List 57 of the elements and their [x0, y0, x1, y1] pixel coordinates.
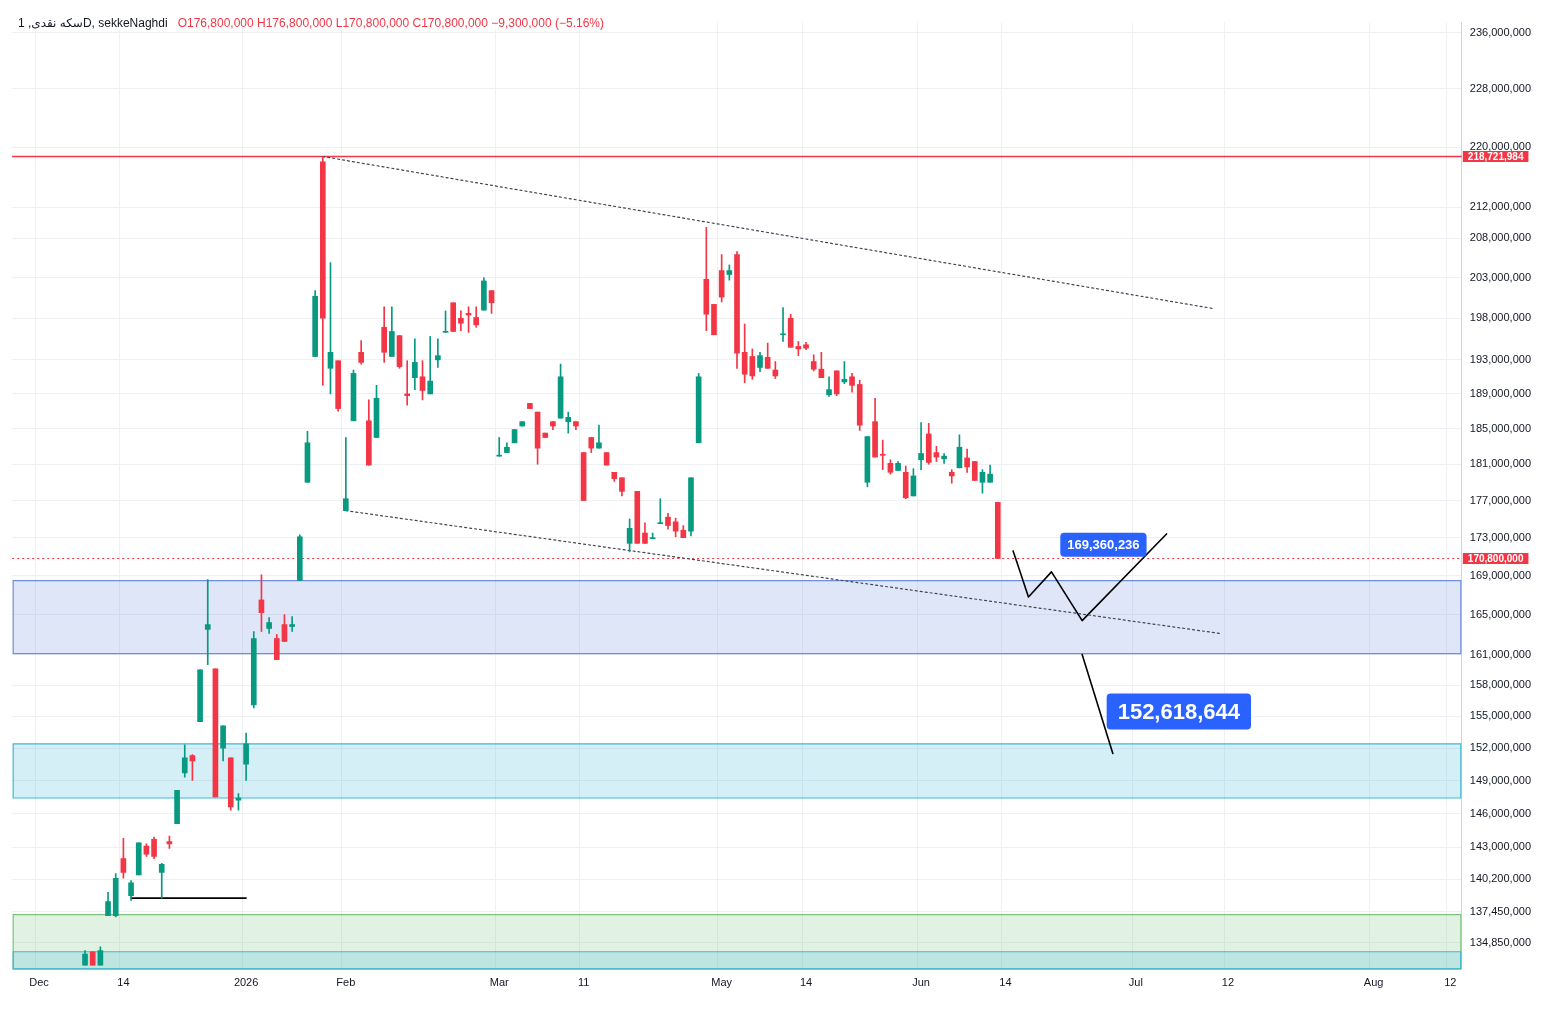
y-tick-label: 189,000,000 — [1469, 386, 1531, 399]
x-tick-label: Dec — [29, 976, 50, 989]
candlestick — [404, 360, 411, 406]
x-tick-label: 14 — [799, 976, 813, 989]
y-tick-label: 181,000,000 — [1469, 457, 1531, 470]
y-tick-label: 212,000,000 — [1469, 200, 1531, 213]
y-tick-label: 173,000,000 — [1469, 530, 1531, 543]
y-tick-label: 152,000,000 — [1469, 741, 1531, 754]
ref-line-label: 170,800,000 — [1467, 552, 1524, 564]
y-tick-label: 161,000,000 — [1469, 647, 1531, 660]
y-tick-label: 193,000,000 — [1469, 352, 1531, 365]
y-tick-label: 146,000,000 — [1469, 806, 1531, 819]
y-tick-label: 185,000,000 — [1469, 421, 1531, 434]
x-tick-label: Feb — [336, 976, 356, 989]
x-tick-label: Aug — [1363, 976, 1384, 989]
candlestick — [780, 307, 786, 342]
y-tick-label: 165,000,000 — [1469, 607, 1531, 620]
y-tick-label: 137,450,000 — [1469, 904, 1531, 917]
y-tick-label: 149,000,000 — [1469, 773, 1531, 786]
y-tick-label: 236,000,000 — [1469, 25, 1531, 38]
y-tick-label: 220,000,000 — [1469, 140, 1531, 153]
candlestick — [918, 422, 924, 470]
chart-title: سکه نقدی, 1D, sekkeNaghdi — [18, 16, 168, 30]
candlestick — [435, 338, 441, 368]
y-tick-label: 228,000,000 — [1469, 81, 1531, 94]
annotation: O176,800,000 H176,800,000 L170,800,000 C170,800,000 −9,300,000 (−5.16%) — [177, 16, 604, 30]
candlestick — [657, 498, 664, 524]
y-tick-label: 198,000,000 — [1469, 311, 1531, 324]
candlestick — [941, 453, 947, 464]
x-tick-label: 14 — [117, 976, 130, 989]
x-tick-label: 12 — [1221, 976, 1235, 989]
y-tick-label: 143,000,000 — [1469, 840, 1531, 853]
y-tick-label: 169,000,000 — [1469, 568, 1531, 581]
y-tick-label: 208,000,000 — [1469, 231, 1531, 244]
y-tick-label: 158,000,000 — [1469, 678, 1531, 691]
y-tick-label: 177,000,000 — [1469, 493, 1531, 506]
candlestick — [948, 469, 955, 484]
y-tick-label: 155,000,000 — [1469, 709, 1531, 722]
candlestick — [342, 437, 349, 512]
y-tick-label: 134,850,000 — [1469, 935, 1531, 948]
x-tick-label: 12 — [1444, 976, 1457, 989]
x-tick-label: Jun — [912, 976, 930, 989]
y-tick-label: 203,000,000 — [1469, 270, 1531, 283]
x-tick-label: Mar — [489, 976, 510, 989]
x-tick-label: 2026 — [233, 976, 259, 989]
candlestick — [289, 616, 295, 632]
candlestick — [879, 439, 886, 470]
candlestick — [427, 336, 434, 395]
annotation: 169,360,236 — [1067, 537, 1140, 553]
x-tick-label: 11 — [577, 976, 590, 989]
ref-line-label: 218,721,984 — [1467, 150, 1524, 162]
x-tick-label: May — [711, 976, 733, 989]
annotation: 152,618,644 — [1117, 698, 1241, 724]
x-tick-label: 14 — [999, 976, 1012, 989]
y-tick-label: 140,200,000 — [1469, 872, 1531, 885]
x-tick-label: Jul — [1128, 976, 1143, 989]
candlestick — [204, 579, 211, 666]
